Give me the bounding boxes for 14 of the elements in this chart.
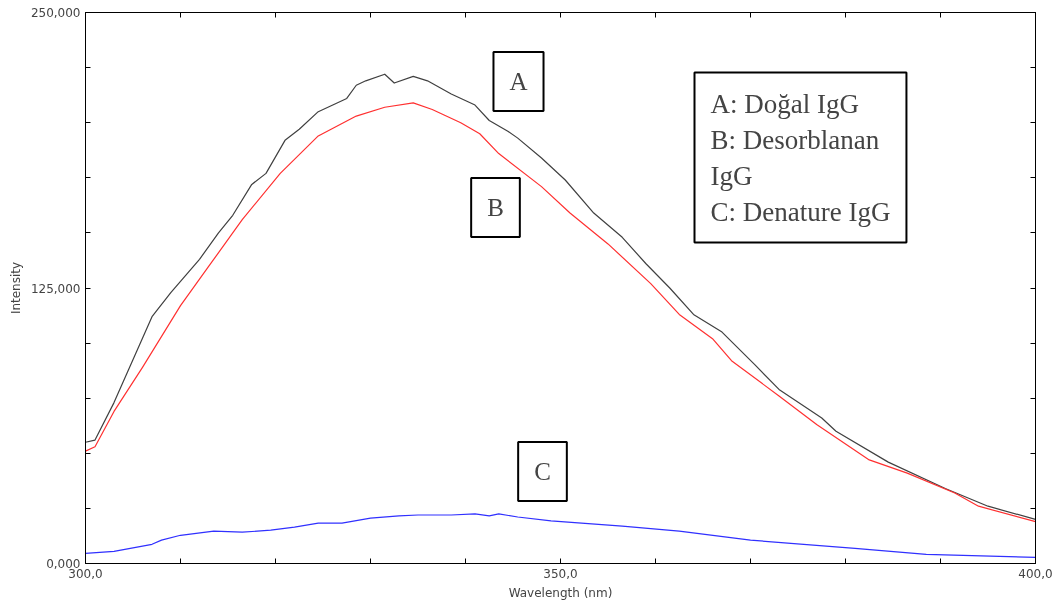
y-tick-label: 125,000 — [30, 281, 81, 296]
annotation: B — [487, 194, 504, 221]
annotation: A — [509, 68, 528, 95]
y-axis-title: Intensity — [8, 261, 23, 315]
annotation: B: Desorblanan — [710, 124, 880, 155]
x-axis-title: Wavelength (nm) — [508, 585, 613, 600]
annotation: IgG — [710, 160, 753, 191]
annotation: A: Doğal IgG — [710, 88, 859, 119]
annotation: C: Denature IgG — [710, 196, 891, 227]
line-series — [85, 513, 1036, 558]
annotation: C — [534, 458, 551, 485]
x-tick-label: 350,0 — [543, 566, 578, 581]
y-tick-label: 250,000 — [30, 6, 81, 20]
x-tick-label: 400,0 — [1018, 566, 1053, 581]
